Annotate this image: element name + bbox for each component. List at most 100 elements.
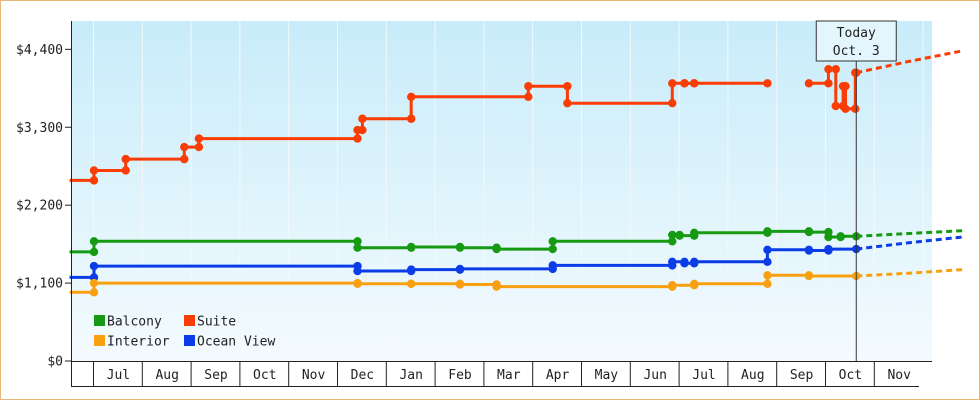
- legend-label: Ocean View: [197, 335, 275, 350]
- data-point: [690, 257, 699, 267]
- y-tick-label: $3,300: [16, 121, 63, 136]
- month-label: Jul: [692, 368, 715, 383]
- data-point: [841, 81, 850, 91]
- data-point: [89, 176, 99, 185]
- data-point: [455, 264, 465, 274]
- legend: Balcony Suite Interior Ocean View: [94, 315, 275, 350]
- month-label: May: [595, 368, 619, 383]
- y-tick-label: $1,100: [16, 277, 63, 292]
- data-point: [690, 279, 699, 288]
- data-point: [690, 79, 699, 88]
- series-balcony: [69, 227, 963, 257]
- data-point: [824, 79, 833, 88]
- data-point: [675, 231, 684, 240]
- data-point: [690, 228, 699, 237]
- data-point: [89, 166, 99, 175]
- data-point: [180, 154, 189, 164]
- legend-swatch: [94, 315, 105, 326]
- data-point: [492, 244, 501, 254]
- data-point: [831, 101, 840, 111]
- month-label: Apr: [546, 368, 570, 383]
- series-ocean-view: [69, 235, 963, 282]
- legend-swatch: [94, 335, 105, 346]
- data-point: [358, 125, 367, 135]
- data-point: [548, 237, 557, 246]
- data-point: [824, 64, 833, 74]
- month-label: Jun: [643, 368, 666, 383]
- month-label: Nov: [887, 368, 911, 383]
- x-axis-months: Jul Aug Sep Oct Nov Dec Jan Feb Mar Apr May Jun Jul A…: [93, 361, 911, 386]
- data-point: [824, 232, 833, 242]
- series-layer: [69, 49, 963, 297]
- data-point: [824, 244, 833, 254]
- forecast-line: [856, 268, 963, 278]
- data-point: [353, 134, 362, 143]
- data-point: [841, 104, 850, 114]
- data-point: [455, 243, 465, 252]
- y-tick-label: $0: [47, 355, 63, 370]
- month-label: Jul: [107, 368, 130, 383]
- data-point: [194, 134, 204, 143]
- legend-label: Interior: [107, 335, 170, 350]
- data-point: [407, 242, 416, 252]
- data-point: [89, 247, 99, 257]
- y-tick-label: $2,200: [16, 199, 63, 214]
- data-point: [668, 281, 677, 290]
- series-interior: [69, 268, 963, 297]
- series-suite: [69, 49, 963, 185]
- data-point: [492, 282, 501, 291]
- data-point: [804, 79, 814, 88]
- data-point: [455, 280, 465, 289]
- data-point: [763, 79, 772, 88]
- data-point: [89, 288, 99, 297]
- data-point: [353, 266, 362, 276]
- axes: [71, 21, 932, 387]
- month-label: Oct: [839, 368, 862, 383]
- data-point: [668, 237, 677, 246]
- data-point: [89, 261, 99, 271]
- data-point: [548, 244, 557, 254]
- data-point: [668, 79, 677, 88]
- data-point: [407, 265, 416, 274]
- today-date-label: Oct. 3: [833, 44, 880, 59]
- data-point: [524, 92, 533, 101]
- month-label: Oct: [253, 368, 276, 383]
- data-point: [89, 237, 99, 246]
- data-point: [548, 261, 557, 270]
- data-point: [353, 237, 362, 246]
- data-point: [668, 257, 677, 267]
- data-point: [831, 64, 840, 74]
- forecast-line: [856, 229, 963, 238]
- data-point: [563, 81, 572, 91]
- data-point: [668, 230, 677, 240]
- data-point: [353, 243, 362, 252]
- today-callout: [815, 20, 897, 62]
- data-point: [524, 81, 533, 91]
- data-point: [804, 271, 814, 281]
- month-label: Mar: [497, 368, 521, 383]
- data-point: [563, 98, 572, 108]
- forecast-line: [856, 235, 963, 251]
- data-point: [194, 142, 204, 152]
- today-marker: Today Oct. 3: [815, 20, 897, 361]
- month-label: Aug: [741, 368, 764, 383]
- data-point: [353, 279, 362, 288]
- month-label: Sep: [204, 368, 228, 383]
- data-point: [680, 259, 689, 268]
- data-point: [763, 227, 772, 236]
- plot-background: [71, 21, 932, 361]
- y-tick-label: $4,400: [16, 43, 63, 58]
- data-point: [668, 98, 677, 108]
- y-axis-ticks: $0 $1,100 $2,200 $3,300 $4,400: [16, 43, 71, 370]
- data-point: [407, 114, 416, 123]
- data-point: [121, 154, 130, 164]
- data-point: [763, 279, 772, 288]
- today-label: Today: [837, 26, 876, 41]
- month-gridlines: [93, 21, 924, 361]
- legend-swatch: [184, 335, 195, 346]
- month-label: Jan: [399, 368, 422, 383]
- month-label: Sep: [790, 368, 814, 383]
- month-label: Nov: [302, 368, 326, 383]
